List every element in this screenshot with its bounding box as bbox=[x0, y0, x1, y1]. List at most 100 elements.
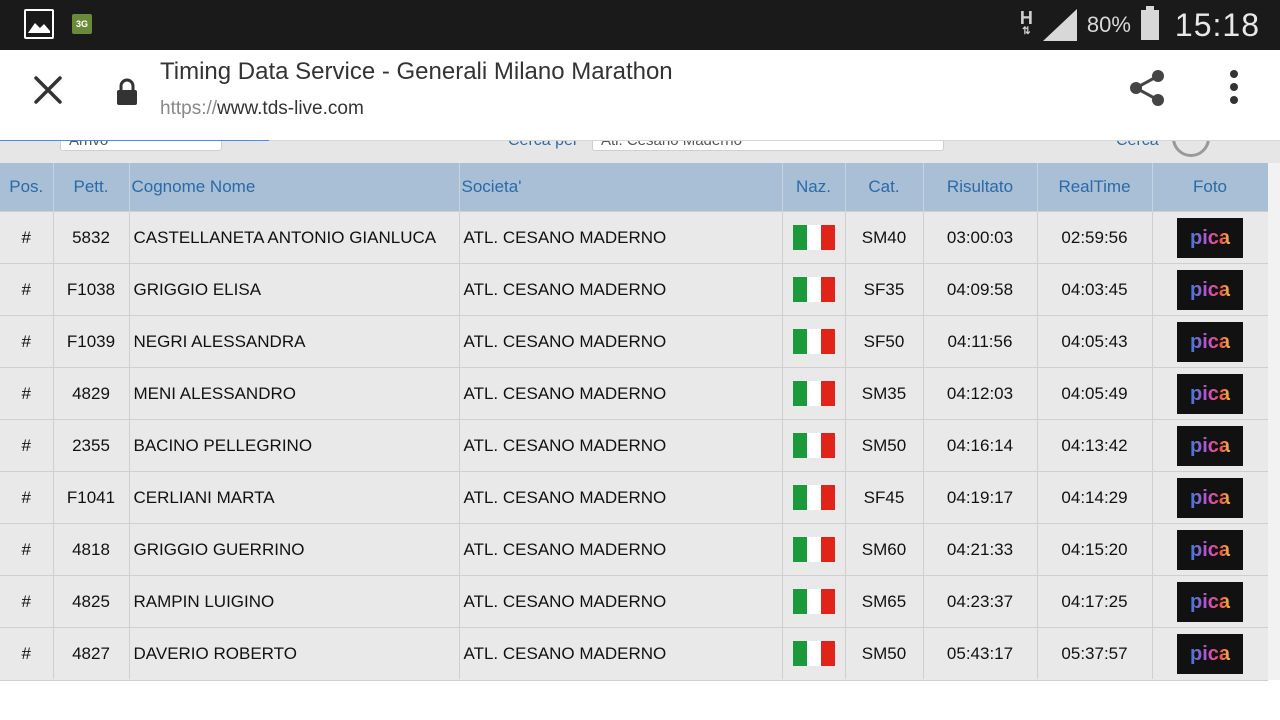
cell-realtime: 04:13:42 bbox=[1037, 419, 1153, 472]
cell-bib: F1041 bbox=[53, 471, 130, 524]
share-button[interactable] bbox=[1126, 66, 1170, 110]
table-row[interactable]: #4818 GRIGGIO GUERRINO ATL. CESANO MADERNO… bbox=[0, 523, 1268, 576]
cell-club: ATL. CESANO MADERNO bbox=[459, 263, 783, 316]
cell-pos: # bbox=[0, 263, 54, 316]
pica-photo-button[interactable]: pica bbox=[1177, 633, 1243, 674]
svg-text:pica: pica bbox=[1190, 643, 1231, 665]
table-row[interactable]: #4829 MENI ALESSANDRO ATL. CESANO MADERNO S… bbox=[0, 367, 1268, 420]
cell-realtime: 04:05:43 bbox=[1037, 315, 1153, 368]
cell-category: SM35 bbox=[845, 367, 924, 420]
signal-strength-icon bbox=[1042, 9, 1077, 41]
col-header-club[interactable]: Societa' bbox=[459, 163, 783, 212]
table-row[interactable]: #4827 DAVERIO ROBERTO ATL. CESANO MADERNO S… bbox=[0, 627, 1268, 679]
col-header-result[interactable]: Risultato bbox=[923, 163, 1038, 212]
overflow-menu-button[interactable] bbox=[1218, 66, 1250, 110]
close-tab-button[interactable] bbox=[28, 70, 68, 110]
pica-photo-button[interactable]: pica bbox=[1177, 217, 1243, 258]
cell-nation bbox=[782, 211, 846, 264]
col-header-name[interactable]: Cognome Nome bbox=[129, 163, 460, 212]
cell-category: SM40 bbox=[845, 211, 924, 264]
pica-photo-button[interactable]: pica bbox=[1177, 529, 1243, 570]
cell-photo: pica bbox=[1152, 627, 1268, 679]
svg-text:pica: pica bbox=[1190, 383, 1231, 405]
cell-name[interactable]: CERLIANI MARTA bbox=[129, 471, 460, 524]
cell-name[interactable]: CASTELLANETA ANTONIO GIANLUCA bbox=[129, 211, 460, 264]
svg-text:pica: pica bbox=[1190, 279, 1231, 301]
status-bar: 3G H ⇅ 80% 15:18 bbox=[0, 0, 1280, 50]
cell-name[interactable]: RAMPIN LUIGINO bbox=[129, 575, 460, 628]
cell-nation bbox=[782, 263, 846, 316]
italy-flag-icon bbox=[792, 433, 835, 458]
col-header-nation[interactable]: Naz. bbox=[782, 163, 846, 212]
cell-photo: pica bbox=[1152, 263, 1268, 316]
status-bar-left: 3G bbox=[24, 9, 92, 39]
cell-realtime: 02:59:56 bbox=[1037, 211, 1153, 264]
data-activity-icon: H ⇅ bbox=[1019, 8, 1033, 37]
lock-icon bbox=[117, 78, 137, 105]
cell-pos: # bbox=[0, 575, 54, 628]
cell-name[interactable]: GRIGGIO GUERRINO bbox=[129, 523, 460, 576]
search-by-input[interactable]: Atl. Cesano Maderno bbox=[592, 141, 944, 151]
search-button[interactable] bbox=[1172, 141, 1210, 157]
network-type-icon: 3G bbox=[72, 14, 92, 34]
battery-icon bbox=[1140, 6, 1159, 40]
cell-bib: 5832 bbox=[53, 211, 130, 264]
cell-result: 05:43:17 bbox=[923, 627, 1038, 679]
cell-result: 04:09:58 bbox=[923, 263, 1038, 316]
pica-photo-button[interactable]: pica bbox=[1177, 477, 1243, 518]
cell-name[interactable]: GRIGGIO ELISA bbox=[129, 263, 460, 316]
italy-flag-icon bbox=[792, 641, 835, 666]
cell-pos: # bbox=[0, 367, 54, 420]
cell-realtime: 04:14:29 bbox=[1037, 471, 1153, 524]
signal-label: H bbox=[1019, 8, 1033, 28]
cell-club: ATL. CESANO MADERNO bbox=[459, 315, 783, 368]
col-header-pos[interactable]: Pos. bbox=[0, 163, 54, 212]
pica-photo-button[interactable]: pica bbox=[1177, 425, 1243, 466]
status-bar-right: H ⇅ 80% 15:18 bbox=[1020, 0, 1260, 50]
cell-photo: pica bbox=[1152, 419, 1268, 472]
table-row[interactable]: # F1038 GRIGGIO ELISA ATL. CESANO MADERNO SF… bbox=[0, 263, 1268, 316]
cell-realtime: 04:15:20 bbox=[1037, 523, 1153, 576]
table-row[interactable]: # F1039 NEGRI ALESSANDRA ATL. CESANO MADERN… bbox=[0, 315, 1268, 368]
section-select[interactable]: Arrivo bbox=[60, 141, 222, 151]
cell-realtime: 05:37:57 bbox=[1037, 627, 1153, 679]
cell-bib: 2355 bbox=[53, 419, 130, 472]
cell-name[interactable]: BACINO PELLEGRINO bbox=[129, 419, 460, 472]
cell-name[interactable]: MENI ALESSANDRO bbox=[129, 367, 460, 420]
results-table: Pos. Pett. Cognome Nome Societa' Naz. Ca… bbox=[0, 163, 1268, 679]
cell-nation bbox=[782, 627, 846, 679]
table-row[interactable]: #2355 BACINO PELLEGRINO ATL. CESANO MADERN… bbox=[0, 419, 1268, 472]
table-bottom-border bbox=[0, 680, 1268, 681]
cell-club: ATL. CESANO MADERNO bbox=[459, 367, 783, 420]
svg-text:pica: pica bbox=[1190, 227, 1231, 249]
cell-name[interactable]: NEGRI ALESSANDRA bbox=[129, 315, 460, 368]
more-vert-icon bbox=[1230, 70, 1238, 104]
cell-photo: pica bbox=[1152, 471, 1268, 524]
cell-name[interactable]: DAVERIO ROBERTO bbox=[129, 627, 460, 679]
table-row[interactable]: # F1041 CERLIANI MARTA ATL. CESANO MADERNO S… bbox=[0, 471, 1268, 524]
pica-photo-button[interactable]: pica bbox=[1177, 581, 1243, 622]
cell-pos: # bbox=[0, 211, 54, 264]
italy-flag-icon bbox=[792, 381, 835, 406]
table-row[interactable]: #5832 CASTELLANETA ANTONIO GIANLUCA ATL. C… bbox=[0, 211, 1268, 264]
right-edge bbox=[1268, 163, 1280, 680]
pica-photo-button[interactable]: pica bbox=[1177, 373, 1243, 414]
cell-photo: pica bbox=[1152, 367, 1268, 420]
table-row[interactable]: #4825 RAMPIN LUIGINO ATL. CESANO MADERNO SM… bbox=[0, 575, 1268, 628]
col-header-realtime[interactable]: RealTime bbox=[1037, 163, 1153, 212]
svg-text:pica: pica bbox=[1190, 591, 1231, 613]
cell-nation bbox=[782, 419, 846, 472]
cell-category: SM50 bbox=[845, 419, 924, 472]
cell-bib: F1038 bbox=[53, 263, 130, 316]
cell-club: ATL. CESANO MADERNO bbox=[459, 471, 783, 524]
cell-result: 04:16:14 bbox=[923, 419, 1038, 472]
pica-photo-button[interactable]: pica bbox=[1177, 321, 1243, 362]
col-header-bib[interactable]: Pett. bbox=[53, 163, 130, 212]
col-header-category[interactable]: Cat. bbox=[845, 163, 924, 212]
cell-bib: 4825 bbox=[53, 575, 130, 628]
close-icon bbox=[34, 76, 62, 104]
pica-photo-button[interactable]: pica bbox=[1177, 269, 1243, 310]
cell-nation bbox=[782, 367, 846, 420]
address-bar[interactable]: https://www.tds-live.com bbox=[160, 98, 364, 120]
table-header: Pos. Pett. Cognome Nome Societa' Naz. Ca… bbox=[0, 163, 1268, 212]
